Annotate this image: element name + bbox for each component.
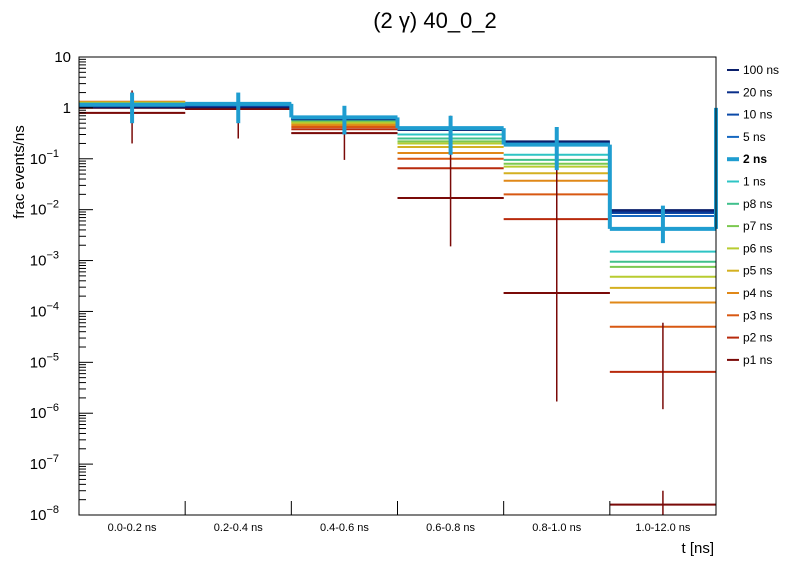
legend-label: p6 ns bbox=[743, 241, 772, 255]
legend-label: p7 ns bbox=[743, 219, 772, 233]
y-tick-label: 10−5 bbox=[30, 351, 59, 371]
x-axis: 0.0-0.2 ns 0.2-0.4 ns 0.4-0.6 ns 0.6-0.8 ns… bbox=[108, 501, 691, 534]
x-tick-label: 0.0-0.2 ns bbox=[108, 522, 157, 534]
legend-label: 100 ns bbox=[743, 63, 779, 77]
legend-label: p8 ns bbox=[743, 197, 772, 211]
y-tick-label: 10−6 bbox=[30, 402, 59, 422]
y-tick-label: 10−4 bbox=[30, 300, 59, 320]
legend-label: 5 ns bbox=[743, 130, 766, 144]
legend-label: p5 ns bbox=[743, 264, 772, 278]
y-axis-label: frac events/ns bbox=[11, 125, 28, 218]
x-tick-label: 0.6-0.8 ns bbox=[426, 522, 475, 534]
y-tick-label: 10 bbox=[54, 49, 71, 66]
series-p3-ns bbox=[79, 100, 716, 328]
legend-label: 2 ns bbox=[743, 152, 767, 166]
y-tick-label: 10−7 bbox=[30, 453, 59, 473]
y-tick-label: 10−1 bbox=[30, 148, 59, 168]
x-tick-label: 0.8-1.0 ns bbox=[532, 522, 581, 534]
legend-label: 1 ns bbox=[743, 175, 766, 189]
x-axis-label: t [ns] bbox=[681, 540, 714, 557]
legend: 100 ns 20 ns 10 ns 5 ns 2 ns 1 ns p8 ns p7 ns p6… bbox=[727, 63, 779, 367]
legend-label: p4 ns bbox=[743, 286, 772, 300]
legend-label: p3 ns bbox=[743, 308, 772, 322]
x-tick-label: 1.0-12.0 ns bbox=[635, 522, 691, 534]
legend-label: 10 ns bbox=[743, 108, 772, 122]
chart-title: (2 γ) 40_0_2 bbox=[373, 8, 497, 33]
x-tick-label: 0.4-0.6 ns bbox=[320, 522, 369, 534]
y-tick-label: 10−3 bbox=[30, 250, 59, 270]
y-tick-label: 1 bbox=[63, 100, 71, 117]
x-tick-label: 0.2-0.4 ns bbox=[214, 522, 263, 534]
y-axis: 10−8 10−7 10−6 10−5 10−4 10−3 10−2 10−1 1 10 bbox=[30, 49, 93, 524]
legend-label: p2 ns bbox=[743, 331, 772, 345]
y-tick-label: 10−2 bbox=[30, 199, 59, 219]
legend-label: p1 ns bbox=[743, 353, 772, 367]
y-tick-label: 10−8 bbox=[30, 504, 59, 524]
legend-label: 20 ns bbox=[743, 85, 772, 99]
